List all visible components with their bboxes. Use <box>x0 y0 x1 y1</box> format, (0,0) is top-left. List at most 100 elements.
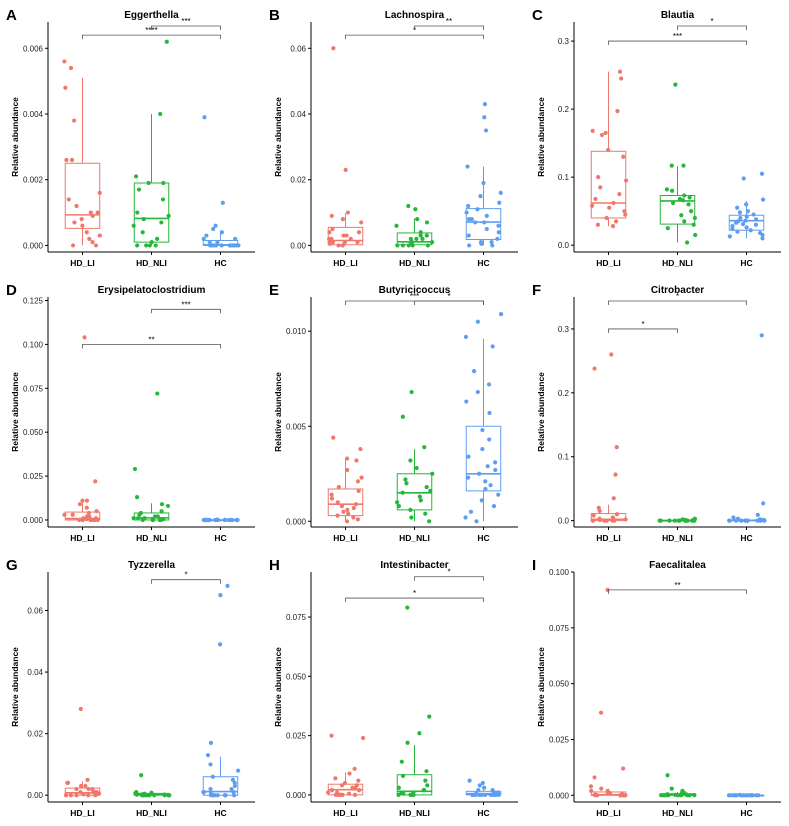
data-point <box>68 65 74 71</box>
data-point <box>355 517 360 522</box>
data-point <box>207 240 212 245</box>
data-point <box>734 793 739 798</box>
data-point <box>155 236 160 241</box>
box-iqr <box>465 208 502 241</box>
data-point <box>339 503 344 509</box>
data-point <box>93 243 99 248</box>
y-axis-label: Relative abundance <box>273 97 283 177</box>
y-tick-label: 0.000 <box>286 517 307 526</box>
data-point <box>94 509 99 514</box>
data-point <box>605 790 610 796</box>
box-iqr <box>327 226 364 246</box>
data-point <box>483 479 488 484</box>
y-axis-label: Relative abundance <box>536 97 546 177</box>
data-point <box>424 484 429 490</box>
data-point <box>166 213 171 218</box>
data-point <box>479 241 484 246</box>
significance-bracket <box>608 328 678 333</box>
data-point <box>481 180 486 186</box>
chart-title: Blautia <box>661 10 695 21</box>
data-point <box>475 207 480 212</box>
data-point <box>496 223 501 228</box>
data-point <box>692 792 697 798</box>
data-point <box>495 236 500 241</box>
data-point <box>679 213 684 218</box>
data-point <box>471 369 477 374</box>
y-axis-label: Relative abundance <box>536 647 546 727</box>
data-point <box>201 790 206 795</box>
data-point <box>352 766 357 771</box>
data-point <box>236 768 241 773</box>
data-point <box>481 785 487 790</box>
data-point <box>219 230 225 235</box>
data-point <box>604 215 609 221</box>
data-point <box>97 233 102 238</box>
data-point <box>135 210 140 215</box>
data-point <box>62 59 67 64</box>
data-point <box>430 471 435 476</box>
data-point <box>204 233 209 238</box>
data-point <box>63 85 68 90</box>
significance-label: * <box>676 292 679 301</box>
data-point <box>331 46 336 51</box>
data-point <box>476 788 481 793</box>
y-tick-label: 0.06 <box>290 44 306 53</box>
data-point <box>90 213 95 218</box>
data-point <box>340 243 345 248</box>
data-point <box>210 774 215 779</box>
data-point <box>758 518 763 523</box>
data-point <box>693 232 698 238</box>
data-point <box>760 236 765 241</box>
data-point <box>394 500 400 505</box>
data-point <box>65 780 70 786</box>
data-point <box>167 793 172 798</box>
box-iqr <box>465 425 502 492</box>
y-tick-label: 0.3 <box>558 37 570 46</box>
data-point <box>215 793 220 798</box>
data-point <box>401 791 406 796</box>
data-point <box>341 509 346 514</box>
data-point <box>353 785 358 790</box>
data-point <box>325 790 331 795</box>
data-point <box>737 210 743 215</box>
data-point <box>666 793 671 798</box>
data-point <box>353 502 358 507</box>
data-point <box>133 174 139 179</box>
data-point <box>333 792 338 797</box>
data-point <box>164 39 169 44</box>
data-point <box>613 472 618 477</box>
significance-label: * <box>413 26 416 35</box>
data-point <box>479 792 484 797</box>
panel-letter: E <box>269 282 279 299</box>
data-point <box>89 517 95 523</box>
data-point <box>137 512 142 517</box>
data-point <box>360 735 366 741</box>
data-point <box>218 592 223 598</box>
data-point <box>159 502 165 507</box>
data-point <box>79 217 84 222</box>
data-point <box>413 207 418 212</box>
data-point <box>418 233 423 238</box>
data-point <box>208 740 214 745</box>
data-point <box>400 490 405 495</box>
data-point <box>400 414 405 419</box>
data-point <box>80 223 85 228</box>
data-point <box>225 583 230 588</box>
data-point <box>727 234 732 239</box>
significance-bracket <box>82 344 221 349</box>
data-point <box>663 793 668 798</box>
significance-label: ** <box>148 335 154 344</box>
chart-title: Erysipelatoclostridium <box>98 285 206 296</box>
data-point <box>70 243 76 248</box>
data-point <box>735 205 740 210</box>
data-point <box>202 115 207 120</box>
data-point <box>482 102 488 107</box>
data-point <box>484 213 489 218</box>
data-point <box>669 163 674 168</box>
data-point <box>622 793 627 798</box>
data-point <box>160 197 166 202</box>
data-point <box>496 230 501 235</box>
x-tick-label: HD_NLI <box>662 808 693 818</box>
significance-bracket <box>414 25 484 30</box>
data-point <box>692 215 698 221</box>
